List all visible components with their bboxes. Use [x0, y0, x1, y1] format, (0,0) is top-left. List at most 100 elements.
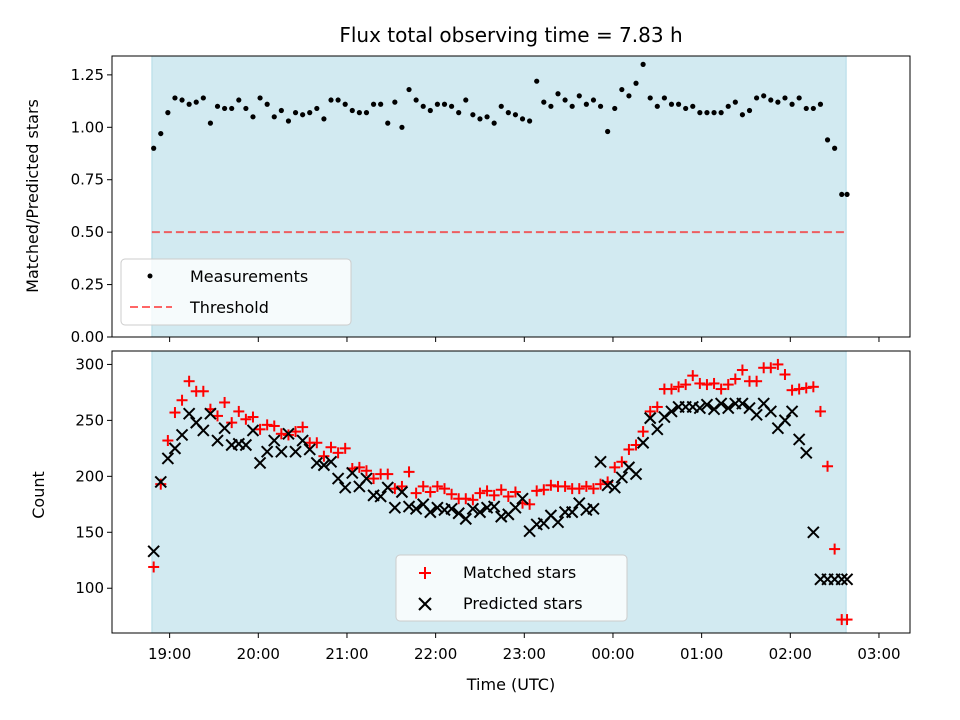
measurement-point [555, 91, 561, 97]
matched-star-point [431, 480, 443, 492]
ratio-y-axis-label: Matched/Predicted stars [23, 99, 42, 293]
predicted-star-point [218, 422, 231, 435]
measurement-point [683, 105, 689, 112]
measurement-point [527, 118, 533, 124]
matched-star-point [467, 494, 479, 506]
measurement-point [370, 101, 377, 107]
matched-star-point [247, 411, 259, 423]
y-tick-label: 1.25 [71, 66, 104, 84]
matched-star-point [800, 382, 812, 394]
predicted-star-point [445, 502, 458, 515]
matched-star-point [219, 396, 231, 408]
matched-star-point [233, 405, 245, 417]
predicted-star-point [310, 456, 324, 470]
predicted-star-point [431, 501, 444, 514]
measurement-point [456, 110, 462, 116]
measurement-point [626, 93, 632, 99]
measurement-point [300, 112, 306, 118]
measurement-point [186, 101, 192, 107]
predicted-star-point [161, 452, 175, 465]
measurement-point [732, 99, 738, 105]
matched-star-point [474, 487, 486, 499]
measurement-point [420, 103, 426, 109]
predicted-star-point [764, 405, 778, 418]
predicted-star-point [324, 455, 338, 468]
ratio-panel-frame [111, 55, 911, 338]
measurement-point [739, 112, 746, 118]
matched-star-point [751, 375, 763, 387]
predicted-star-point [409, 502, 423, 515]
measurement-point [264, 101, 270, 107]
matched-star-point [325, 441, 337, 453]
predicted-star-point [587, 502, 600, 515]
predicted-star-point [402, 500, 416, 513]
measurement-point [711, 110, 717, 116]
predicted-star-point [360, 472, 373, 485]
matched-star-point [587, 483, 599, 495]
measurement-point [512, 112, 519, 118]
measurement-point [172, 95, 178, 101]
predicted-star-point [736, 397, 749, 410]
predicted-star-point [296, 434, 309, 447]
predicted-star-point [629, 467, 643, 481]
count-panel-frame [111, 350, 911, 634]
measurement-point [413, 97, 419, 103]
measurement-point [817, 101, 824, 107]
matched-star-point [531, 485, 543, 497]
y-tick-label: 0.00 [71, 328, 104, 346]
matched-star-point [417, 480, 429, 492]
predicted-star-point [147, 545, 160, 558]
measurement-point [605, 128, 611, 135]
predicted-star-point [700, 398, 714, 411]
measurement-point [328, 97, 334, 103]
measurement-point [285, 118, 292, 124]
matched-star-point [155, 478, 167, 490]
measurement-point [505, 110, 511, 116]
measurement-point [307, 110, 313, 116]
legend-predicted-label: Predicted stars [463, 594, 583, 613]
predicted-star-point [495, 510, 508, 523]
measurement-point [151, 145, 157, 151]
predicted-star-point [275, 445, 288, 458]
x-axis-label: Time (UTC) [466, 675, 555, 694]
measurement-point [590, 97, 597, 103]
predicted-star-point [615, 471, 629, 484]
measurement-point [668, 101, 675, 107]
matched-star-point [807, 381, 819, 393]
x-tick-label: 01:00 [680, 645, 723, 663]
predicted-star-point [785, 405, 799, 418]
matched-star-point [822, 460, 834, 472]
predicted-star-point [268, 434, 281, 447]
x-tick-label: 20:00 [237, 645, 280, 663]
count-y-ticks: 100 150 200 250 300 [75, 355, 112, 597]
measurement-point [165, 110, 171, 116]
matched-star-point [353, 461, 365, 473]
measurement-point [434, 101, 441, 107]
measurement-point [839, 191, 845, 198]
matched-star-point [311, 437, 323, 449]
measurement-point [448, 103, 455, 109]
measurement-point [654, 103, 660, 109]
matched-star-point [240, 413, 252, 425]
predicted-star-point [636, 436, 650, 449]
matched-star-point [368, 473, 380, 485]
predicted-star-point [197, 424, 210, 437]
count-x-ticks: 19:00 20:00 21:00 22:00 23:00 00:00 01:00 02:00… [148, 633, 901, 663]
legend-matched-label: Matched stars [463, 563, 576, 582]
predicted-star-point [750, 408, 763, 421]
measurement-point [569, 103, 575, 109]
predicted-star-point [211, 434, 224, 447]
measurement-point [597, 103, 604, 109]
measurement-point [229, 105, 235, 112]
matched-star-point [268, 420, 280, 432]
measurement-point [243, 105, 249, 112]
y-tick-label: 0.50 [71, 223, 104, 241]
matched-star-point [502, 490, 514, 502]
predicted-star-point [835, 573, 848, 586]
measurement-point [761, 93, 767, 99]
measurement-point [207, 120, 214, 126]
matched-star-point [226, 417, 238, 429]
matched-star-point [148, 561, 160, 573]
measurement-point [356, 110, 362, 116]
predicted-star-point [424, 505, 437, 519]
